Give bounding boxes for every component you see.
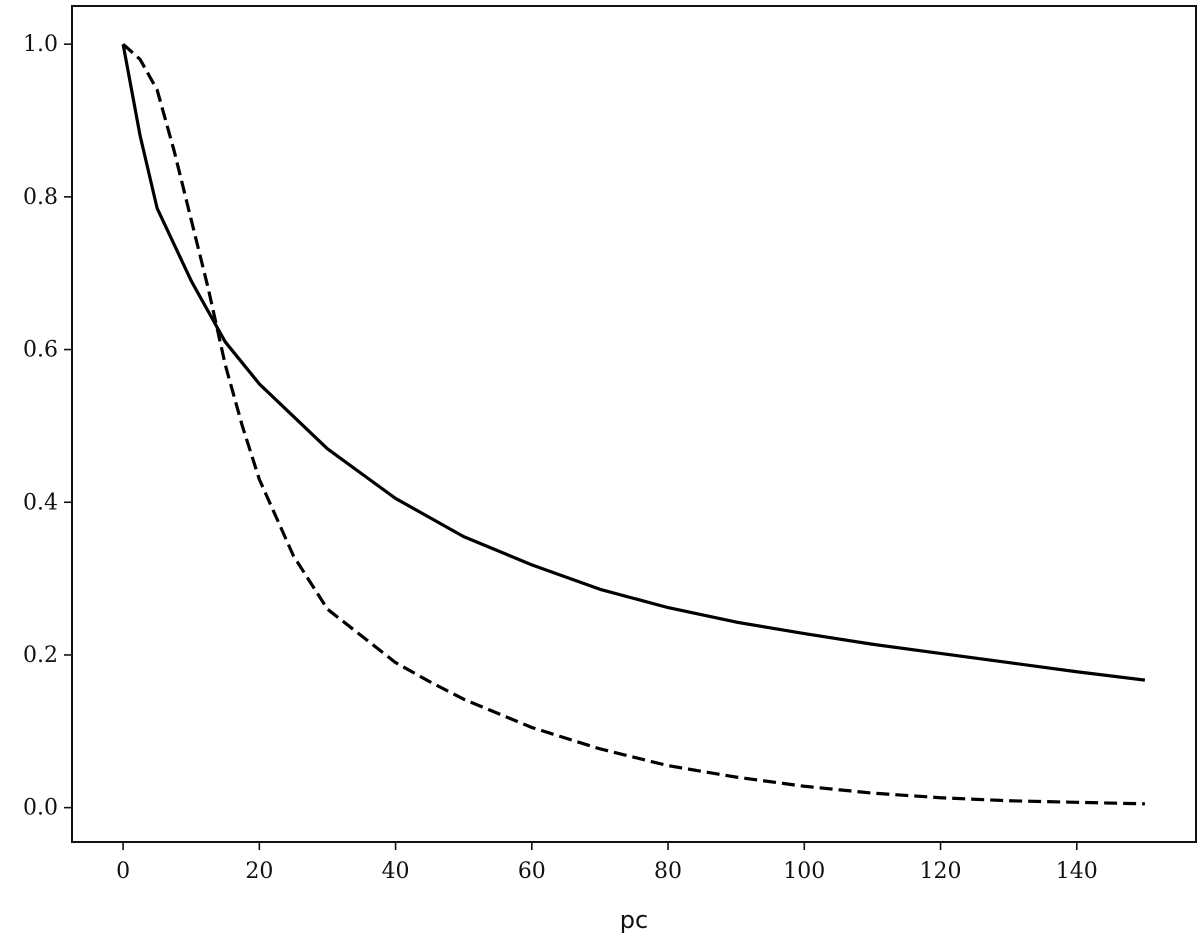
y-axis: 0.0 0.2 0.4 0.6 0.8 1.0 <box>23 32 72 821</box>
x-tick-label: 60 <box>518 859 546 884</box>
y-tick-label: 0.6 <box>23 338 58 363</box>
x-tick-label: 0 <box>116 859 130 884</box>
x-tick-label: 40 <box>382 859 410 884</box>
y-tick-label: 0.2 <box>23 643 58 668</box>
y-tick-label: 0.0 <box>23 796 58 821</box>
solid-series-line <box>121 43 1146 682</box>
plot-area <box>121 42 1146 806</box>
x-axis-label: pc <box>620 906 648 934</box>
x-tick-label: 80 <box>654 859 682 884</box>
x-tick-label: 120 <box>920 859 962 884</box>
x-tick-label: 100 <box>783 859 825 884</box>
y-tick-label: 0.8 <box>23 185 58 210</box>
x-axis: 0 20 40 60 80 100 120 140 <box>116 842 1098 884</box>
y-tick-label: 0.4 <box>23 490 58 515</box>
x-tick-label: 20 <box>245 859 273 884</box>
dashed-series-line <box>122 42 1145 806</box>
y-tick-label: 1.0 <box>23 32 58 57</box>
x-tick-label: 140 <box>1056 859 1098 884</box>
plot-frame <box>71 5 1197 843</box>
